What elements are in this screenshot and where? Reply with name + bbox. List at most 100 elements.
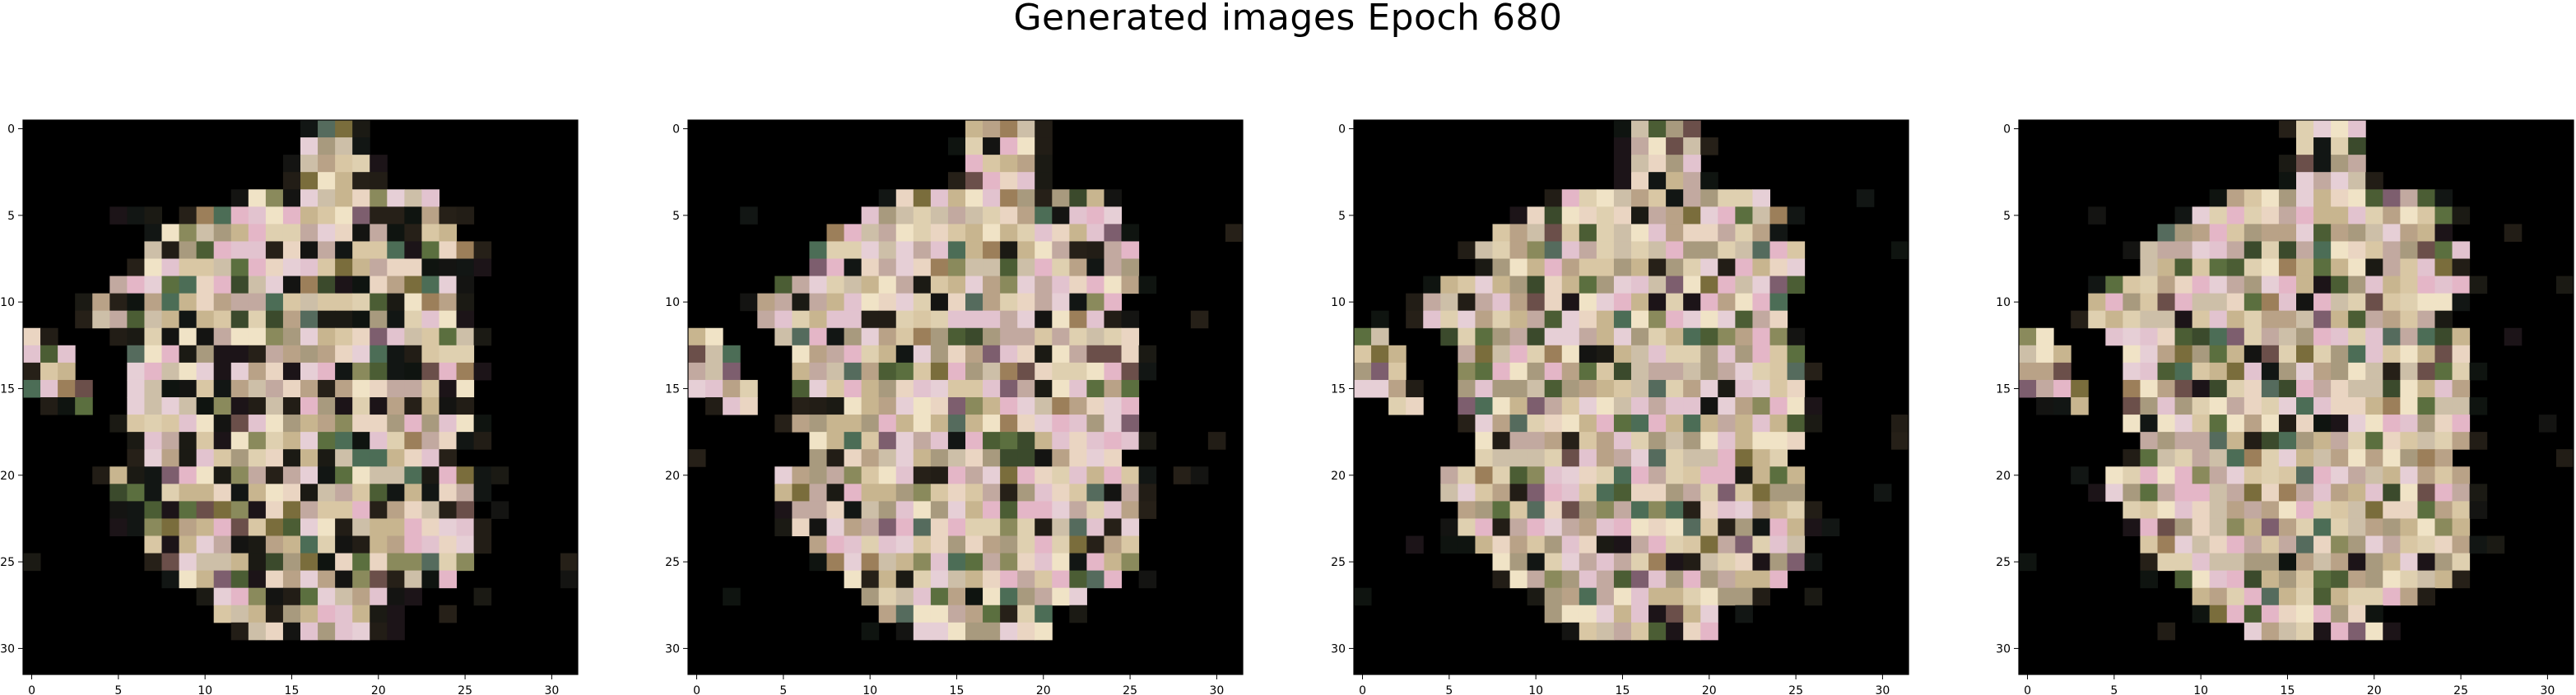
pixel: [473, 535, 492, 554]
pixel: [1509, 432, 1528, 450]
pixel: [878, 276, 897, 294]
pixel: [1544, 362, 1563, 381]
pixel: [2452, 362, 2471, 381]
pixel: [1718, 189, 1736, 207]
pixel: [878, 449, 897, 467]
y-tick-label: 30: [665, 642, 680, 656]
pixel: [1596, 276, 1615, 294]
pixel: [1561, 535, 1580, 554]
pixel: [2400, 518, 2418, 536]
pixel: [2348, 553, 2366, 572]
pixel: [404, 415, 422, 433]
pixel: [1035, 553, 1053, 572]
pixel: [2244, 241, 2262, 259]
pixel: [213, 327, 232, 346]
pixel: [1509, 379, 1528, 398]
pixel: [439, 224, 458, 242]
pixel: [930, 276, 949, 294]
pixel: [196, 415, 215, 433]
pixel: [1458, 362, 1476, 381]
pixel: [1052, 379, 1070, 398]
pixel: [439, 518, 458, 536]
pixel: [1035, 155, 1053, 173]
pixel: [723, 362, 741, 381]
pixel: [983, 501, 1001, 519]
pixel: [2140, 362, 2158, 381]
x-tick-label: 0: [28, 684, 35, 695]
pixel: [723, 587, 741, 606]
pixel: [1700, 449, 1718, 467]
pixel: [335, 570, 353, 589]
pixel: [930, 258, 949, 277]
pixel: [1121, 466, 1140, 484]
pixel: [1752, 553, 1770, 572]
pixel: [895, 362, 914, 381]
pixel: [2071, 310, 2089, 329]
pixel: [1700, 622, 1718, 641]
pixel: [2157, 622, 2176, 641]
pixel: [230, 432, 249, 450]
pixel: [1458, 310, 1476, 329]
pixel: [1787, 276, 1806, 294]
pixel: [688, 362, 706, 381]
pixel: [2296, 276, 2314, 294]
pixel: [300, 172, 319, 190]
pixel: [2157, 379, 2176, 398]
pixel: [878, 553, 897, 572]
pixel: [352, 466, 370, 484]
pixel: [1509, 224, 1528, 242]
pixel: [1666, 415, 1684, 433]
pixel: [878, 206, 897, 225]
pixel: [913, 518, 932, 536]
pixel: [352, 155, 370, 173]
pixel: [2053, 362, 2071, 381]
pixel: [2400, 241, 2418, 259]
pixel: [1000, 155, 1018, 173]
x-tick-label: 15: [1616, 684, 1630, 695]
pixel: [1579, 553, 1597, 572]
x-tick-label: 20: [2367, 684, 2382, 695]
pixel: [983, 466, 1001, 484]
pixel: [930, 518, 949, 536]
pixel: [2383, 466, 2401, 484]
pixel: [1492, 432, 1511, 450]
pixel: [2452, 206, 2471, 225]
pixel: [300, 327, 319, 346]
pixel: [2296, 535, 2314, 554]
pixel: [2313, 137, 2332, 155]
pixel: [2383, 432, 2401, 450]
pixel: [2331, 310, 2349, 329]
pixel: [2434, 189, 2453, 207]
pixel: [127, 206, 145, 225]
pixel: [930, 293, 949, 312]
pixel: [1035, 327, 1053, 346]
pixel: [1579, 484, 1597, 502]
pixel: [352, 345, 370, 364]
pixel: [144, 466, 162, 484]
pixel: [774, 484, 793, 502]
pixel: [387, 258, 405, 277]
pixel: [352, 518, 370, 536]
pixel: [1666, 553, 1684, 572]
pixel: [861, 276, 880, 294]
pixel: [895, 345, 914, 364]
pixel: [1509, 241, 1528, 259]
pixel: [1492, 258, 1511, 277]
pixel: [2331, 432, 2349, 450]
pixel: [809, 501, 827, 519]
pixel: [2452, 258, 2471, 277]
pixel: [1613, 570, 1632, 589]
pixel: [1683, 553, 1701, 572]
pixel: [1138, 466, 1157, 484]
pixel: [723, 379, 741, 398]
pixel: [2296, 449, 2314, 467]
pixel: [826, 501, 845, 519]
pixel: [861, 518, 880, 536]
pixel: [913, 605, 932, 623]
pixel: [2261, 362, 2280, 381]
pixel: [1104, 518, 1123, 536]
pixel: [1406, 535, 1424, 554]
pixel: [1769, 484, 1788, 502]
pixel: [2313, 501, 2332, 519]
